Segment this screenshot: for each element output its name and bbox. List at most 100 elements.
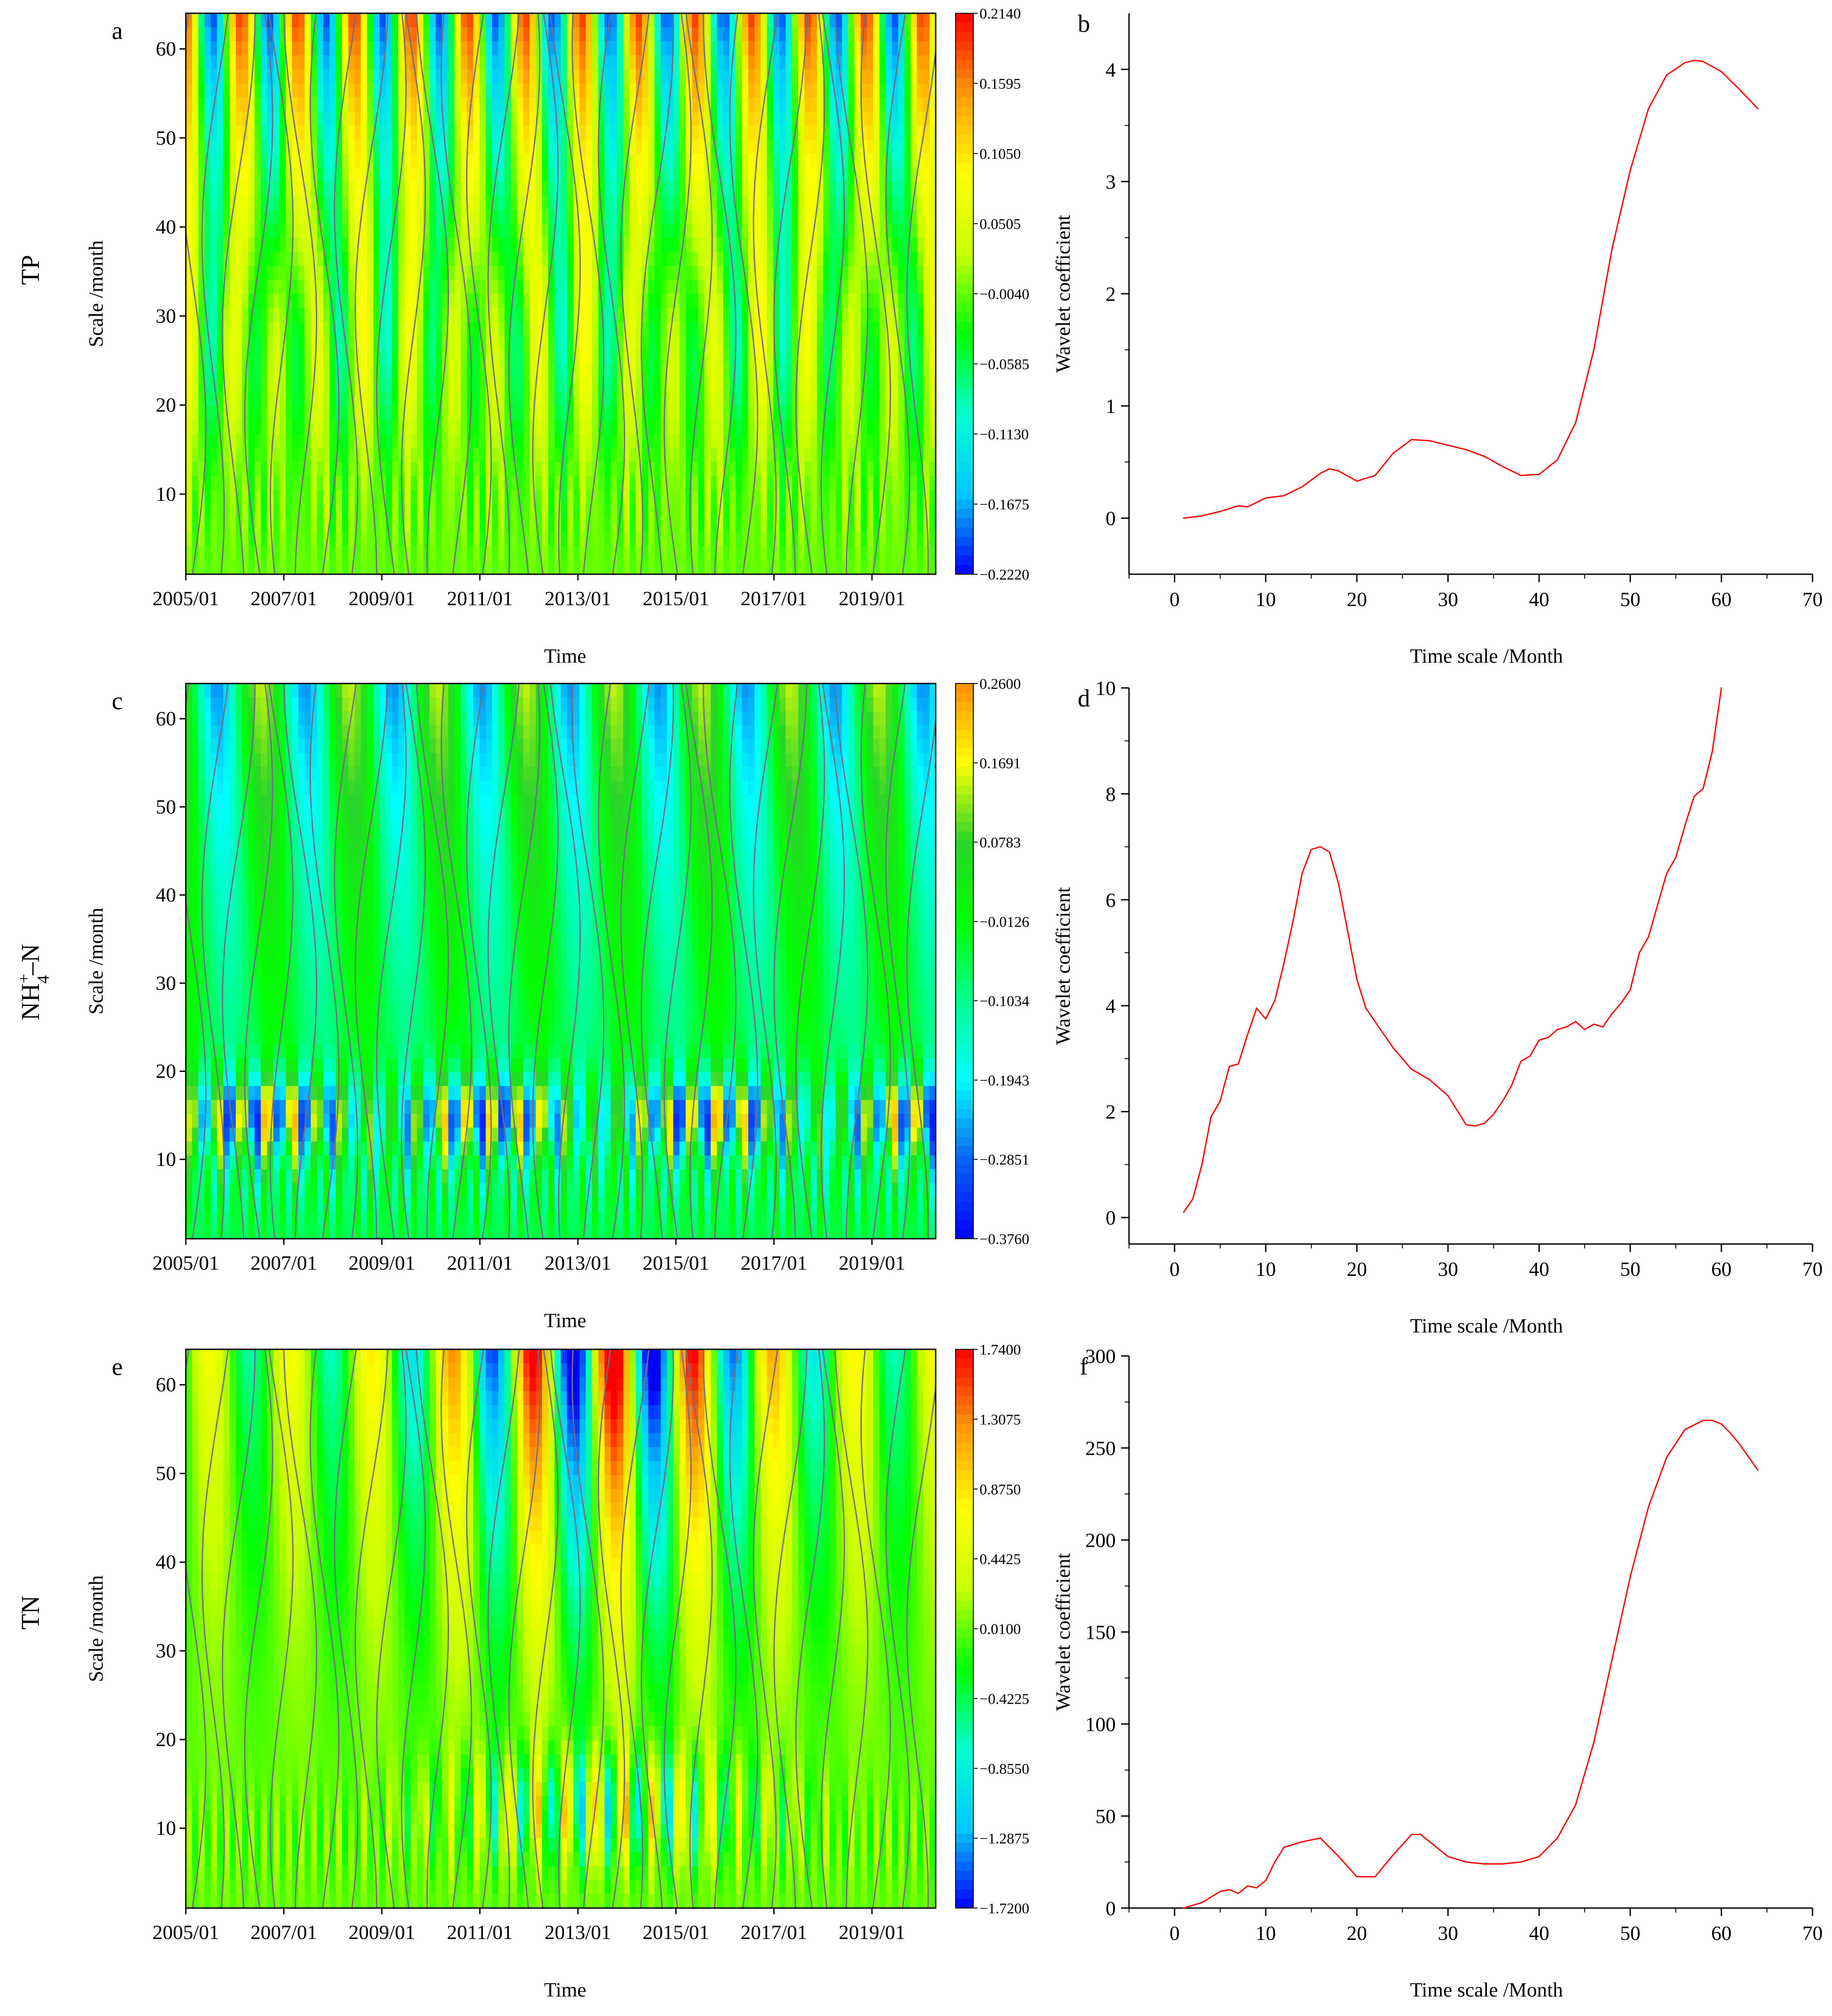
data-point xyxy=(1183,517,1185,519)
x-tick-label: 0 xyxy=(1170,588,1180,611)
data-point xyxy=(1429,440,1431,442)
data-point xyxy=(1183,1211,1185,1213)
y-axis-title-f: Wavelet coefficient xyxy=(1052,1553,1074,1711)
data-point xyxy=(1538,1039,1540,1041)
data-point xyxy=(1265,1018,1267,1020)
y-tick-label: 10 xyxy=(156,1817,176,1839)
data-point xyxy=(1301,872,1303,874)
data-point xyxy=(1338,470,1340,472)
y-tick-label: 4 xyxy=(1106,995,1116,1017)
x-tick-label: 30 xyxy=(1438,1258,1458,1280)
data-point xyxy=(1702,788,1704,789)
colorbar-label: −0.1034 xyxy=(979,993,1029,1010)
data-point xyxy=(1520,1861,1522,1863)
x-tick-label: 70 xyxy=(1802,1922,1823,1944)
x-tick-label: 2015/01 xyxy=(642,1921,709,1943)
data-point xyxy=(1593,349,1595,351)
data-point xyxy=(1711,751,1713,753)
data-point xyxy=(1356,1876,1358,1878)
x-tick-label: 20 xyxy=(1347,1258,1367,1280)
y-axis-title-e: Scale /month xyxy=(84,1575,107,1682)
data-point xyxy=(1493,1114,1494,1115)
data-point xyxy=(1301,486,1303,488)
y-tick-label: 40 xyxy=(156,1551,176,1573)
heatmap-frame-a xyxy=(185,12,937,575)
y-tick-label: 50 xyxy=(1095,1805,1116,1828)
data-point xyxy=(1757,108,1759,110)
data-point xyxy=(1584,1029,1586,1030)
x-tick-label: 2005/01 xyxy=(153,1252,219,1274)
colorbar-c: 0.2600 0.1691 0.0783 −0.0126 −0.1034 −0.1943 −… xyxy=(955,676,1029,1248)
colorbar-e: 1.7400 1.3075 0.8750 0.4425 0.0100 −0.4225 −0.… xyxy=(955,1342,1029,1917)
data-point xyxy=(1684,62,1686,64)
y-tick-label: 150 xyxy=(1085,1621,1116,1644)
row-label-tp: TP xyxy=(16,255,45,285)
data-point xyxy=(1365,1007,1367,1009)
y-axis-title-a: Scale /month xyxy=(84,240,107,347)
colorbar-label: −0.4225 xyxy=(979,1691,1029,1707)
series-points-f xyxy=(1183,1420,1759,1909)
line-panel-f: 0 50 100 150 200 250 300 0 10 20 30 40 50 60 70 Wavelet… xyxy=(1052,1345,1823,2001)
y-tick-label: 30 xyxy=(156,304,176,327)
data-point xyxy=(1502,1863,1504,1865)
data-point xyxy=(1575,1021,1576,1022)
x-tick-label: 2013/01 xyxy=(545,1252,611,1274)
data-point xyxy=(1447,444,1449,446)
data-point xyxy=(1648,108,1649,110)
data-point xyxy=(1392,1047,1394,1049)
x-tick-label: 20 xyxy=(1347,588,1367,611)
colorbar-label: 1.7400 xyxy=(979,1342,1021,1358)
x-tick-label: 2019/01 xyxy=(839,587,906,610)
x-tick-label: 2015/01 xyxy=(642,1252,709,1274)
data-point xyxy=(1283,1847,1285,1848)
colorbar-label: −1.7200 xyxy=(979,1901,1029,1917)
x-tick-label: 2017/01 xyxy=(741,1252,807,1274)
data-point xyxy=(1229,1889,1230,1890)
heatmap-panel-e: 10 20 30 40 50 60 2005/01 2007/01 2009/01 2011/01… xyxy=(84,1342,1029,2001)
data-point xyxy=(1502,466,1504,467)
colorbar-label: −0.0585 xyxy=(979,357,1029,373)
x-tick-label: 40 xyxy=(1529,588,1549,611)
data-point xyxy=(1593,1023,1595,1025)
data-point xyxy=(1593,1742,1595,1743)
x-tick-label: 60 xyxy=(1711,1922,1732,1944)
data-point xyxy=(1219,1100,1221,1102)
series-line-b xyxy=(1183,59,1759,519)
x-tick-label: 70 xyxy=(1802,588,1823,611)
colorbar-label: −0.1675 xyxy=(979,497,1029,513)
data-point xyxy=(1374,475,1376,476)
data-point xyxy=(1247,1034,1248,1036)
data-point xyxy=(1329,468,1330,470)
data-point xyxy=(1338,883,1340,885)
x-axis-title-d: Time scale /Month xyxy=(1410,1314,1563,1337)
data-point xyxy=(1411,1068,1413,1070)
data-point xyxy=(1356,978,1358,980)
data-point xyxy=(1320,846,1321,848)
data-point xyxy=(1283,963,1285,964)
x-tick-label: 2017/01 xyxy=(741,587,807,610)
y-tick-label: 0 xyxy=(1106,1206,1116,1229)
data-point xyxy=(1757,1469,1759,1471)
x-tick-label: 2011/01 xyxy=(447,587,513,610)
data-point xyxy=(1192,1198,1194,1200)
colorbar-label: 0.0783 xyxy=(979,835,1021,851)
x-axis-title-a: Time xyxy=(544,645,586,667)
data-point xyxy=(1575,1804,1576,1806)
colorbar-label: 0.0505 xyxy=(979,216,1021,233)
data-point xyxy=(1666,872,1667,874)
data-point xyxy=(1721,71,1722,73)
data-point xyxy=(1556,1837,1558,1839)
x-tick-label: 60 xyxy=(1711,588,1732,611)
heatmap-frame-e xyxy=(185,1348,937,1909)
x-axis-title-f: Time scale /Month xyxy=(1410,1978,1563,2001)
data-point xyxy=(1639,952,1640,954)
data-point xyxy=(1411,439,1413,441)
data-point xyxy=(1429,1079,1431,1081)
data-point xyxy=(1575,422,1576,424)
data-point xyxy=(1356,480,1358,482)
x-tick-label: 30 xyxy=(1438,588,1458,611)
y-tick-label: 6 xyxy=(1106,889,1116,911)
data-point xyxy=(1620,1002,1622,1004)
